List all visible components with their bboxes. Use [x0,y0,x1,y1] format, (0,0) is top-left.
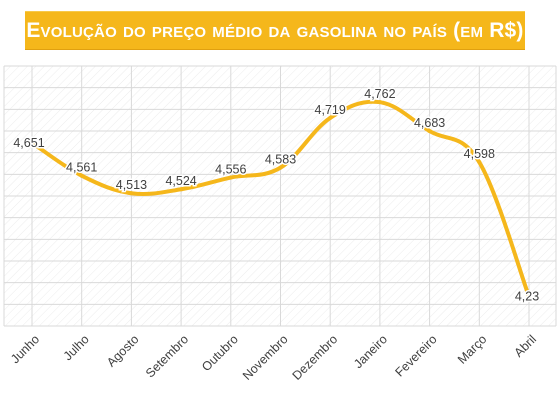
data-point [477,160,482,165]
data-label: 4,583 [265,153,296,167]
chart-title: Evolução do preço médio da gasolina no p… [26,18,524,42]
chart-title-banner: Evolução do preço médio da gasolina no p… [25,11,525,50]
data-point [179,187,184,192]
x-tick-label: Março [455,332,489,366]
data-label: 4,524 [165,174,196,188]
data-label: 4,683 [414,116,445,130]
data-label: 4,598 [464,147,495,161]
x-tick-label: Fevereiro [392,332,439,379]
x-tick-label: Novembro [240,332,291,383]
x-tick-label: Setembro [143,332,191,380]
data-point [427,129,432,134]
data-point [328,115,333,120]
data-label: 4,651 [13,136,44,150]
data-point [30,140,34,145]
data-labels: 4,651 4,561 4,513 4,524 4,556 4,583 4,719 4,762… [12,86,541,306]
x-axis-tick-labels: Junho Julho Agosto Setembro Outubro Novembro D… [8,332,539,383]
data-point [228,175,233,180]
data-point [129,191,134,196]
series-line-group [30,99,531,299]
data-label: 4,513 [116,178,147,192]
x-tick-label: Agosto [104,332,141,369]
data-label: 4,762 [364,87,395,101]
data-point [377,100,382,105]
data-label: 4,556 [215,163,246,177]
series-line [30,99,531,299]
data-point [278,165,283,170]
x-tick-label: Junho [8,332,42,366]
x-tick-label: Dezembro [290,332,341,383]
data-label: 4,719 [315,103,346,117]
gridlines [3,65,557,327]
data-point [79,173,84,178]
data-label: 4,23 [515,290,539,304]
data-point [527,294,531,299]
data-label: 4,561 [66,161,97,175]
x-tick-label: Janeiro [351,332,390,371]
x-tick-label: Outubro [199,332,241,374]
x-tick-label: Julho [61,332,92,363]
x-tick-label: Abril [512,332,540,360]
